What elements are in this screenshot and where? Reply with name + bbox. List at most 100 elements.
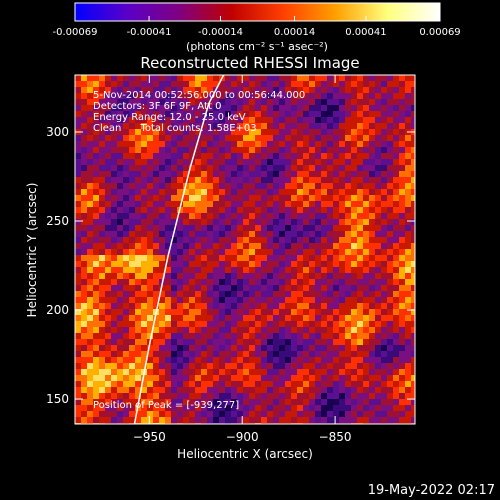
heatmap-cell (279, 237, 286, 244)
heatmap-cell (87, 171, 94, 178)
heatmap-cell (327, 147, 334, 154)
heatmap-cell (255, 81, 262, 88)
heatmap-cell (195, 183, 202, 190)
heatmap-cell (99, 261, 106, 268)
heatmap-cell (339, 171, 346, 178)
heatmap-cell (177, 123, 184, 130)
heatmap-cell (213, 411, 220, 418)
heatmap-cell (327, 117, 334, 124)
heatmap-cell (261, 369, 268, 376)
heatmap-cell (237, 213, 244, 220)
heatmap-cell (117, 201, 124, 208)
heatmap-cell (147, 309, 154, 316)
heatmap-cell (369, 129, 376, 136)
heatmap-cell (75, 381, 82, 388)
heatmap-cell (105, 135, 112, 142)
heatmap-cell (135, 207, 142, 214)
heatmap-cell (285, 291, 292, 298)
heatmap-cell (333, 183, 340, 190)
heatmap-cell (171, 249, 178, 256)
heatmap-cell (177, 387, 184, 394)
heatmap-cell (309, 393, 316, 400)
heatmap-cell (237, 75, 244, 82)
heatmap-cell (261, 111, 268, 118)
heatmap-cell (357, 201, 364, 208)
heatmap-cell (411, 381, 415, 388)
heatmap-cell (285, 129, 292, 136)
heatmap-cell (117, 297, 124, 304)
heatmap-cell (159, 99, 166, 106)
heatmap-cell (291, 279, 298, 286)
heatmap-cell (411, 141, 415, 148)
heatmap-cell (315, 363, 322, 370)
heatmap-cell (375, 285, 382, 292)
heatmap-cell (345, 387, 352, 394)
heatmap-cell (177, 195, 184, 202)
heatmap-cell (189, 189, 196, 196)
heatmap-cell (351, 321, 358, 328)
heatmap-cell (387, 243, 394, 250)
heatmap-cell (279, 369, 286, 376)
heatmap-cell (207, 141, 214, 148)
heatmap-cell (201, 363, 208, 370)
heatmap-cell (273, 261, 280, 268)
heatmap-cell (75, 411, 82, 418)
heatmap-cell (195, 165, 202, 172)
heatmap-cell (99, 345, 106, 352)
heatmap-cell (225, 87, 232, 94)
heatmap-cell (315, 183, 322, 190)
heatmap-cell (291, 405, 298, 412)
heatmap-cell (339, 177, 346, 184)
heatmap-cell (153, 327, 160, 334)
heatmap-cell (75, 369, 82, 376)
heatmap-cell (411, 201, 415, 208)
heatmap-cell (231, 375, 238, 382)
heatmap-cell (159, 237, 166, 244)
colorbar-bar (74, 2, 441, 22)
heatmap-cell (225, 207, 232, 214)
heatmap-cell (123, 135, 130, 142)
heatmap-cell (375, 279, 382, 286)
heatmap-cell (81, 189, 88, 196)
heatmap-cell (225, 123, 232, 130)
heatmap-cell (333, 75, 340, 82)
heatmap-cell (363, 75, 370, 82)
heatmap-cell (399, 255, 406, 262)
heatmap-cell (147, 315, 154, 322)
heatmap-cell (81, 141, 88, 148)
heatmap-cell (315, 303, 322, 310)
heatmap-cell (207, 243, 214, 250)
heatmap-cell (171, 129, 178, 136)
heatmap-cell (219, 273, 226, 280)
heatmap-cell (279, 183, 286, 190)
heatmap-cell (363, 309, 370, 316)
heatmap-cell (81, 105, 88, 112)
heatmap-cell (189, 105, 196, 112)
heatmap-cell (285, 75, 292, 82)
heatmap-cell (231, 255, 238, 262)
heatmap-cell (147, 117, 154, 124)
heatmap-cell (351, 207, 358, 214)
heatmap-cell (345, 75, 352, 82)
heatmap-cell (111, 177, 118, 184)
heatmap-cell (93, 87, 100, 94)
heatmap-cell (189, 165, 196, 172)
heatmap-cell (219, 369, 226, 376)
heatmap-cell (375, 417, 382, 424)
heatmap-cell (267, 363, 274, 370)
heatmap-cell (201, 189, 208, 196)
heatmap-cell (225, 237, 232, 244)
heatmap-cell (99, 285, 106, 292)
heatmap-cell (279, 411, 286, 418)
heatmap-cell (273, 147, 280, 154)
heatmap-cell (231, 177, 238, 184)
heatmap-cell (105, 375, 112, 382)
heatmap-cell (363, 87, 370, 94)
heatmap-cell (285, 399, 292, 406)
heatmap-cell (129, 117, 136, 124)
heatmap-cell (327, 183, 334, 190)
heatmap-cell (375, 237, 382, 244)
heatmap-cell (225, 303, 232, 310)
heatmap-cell (255, 321, 262, 328)
heatmap-cell (183, 237, 190, 244)
